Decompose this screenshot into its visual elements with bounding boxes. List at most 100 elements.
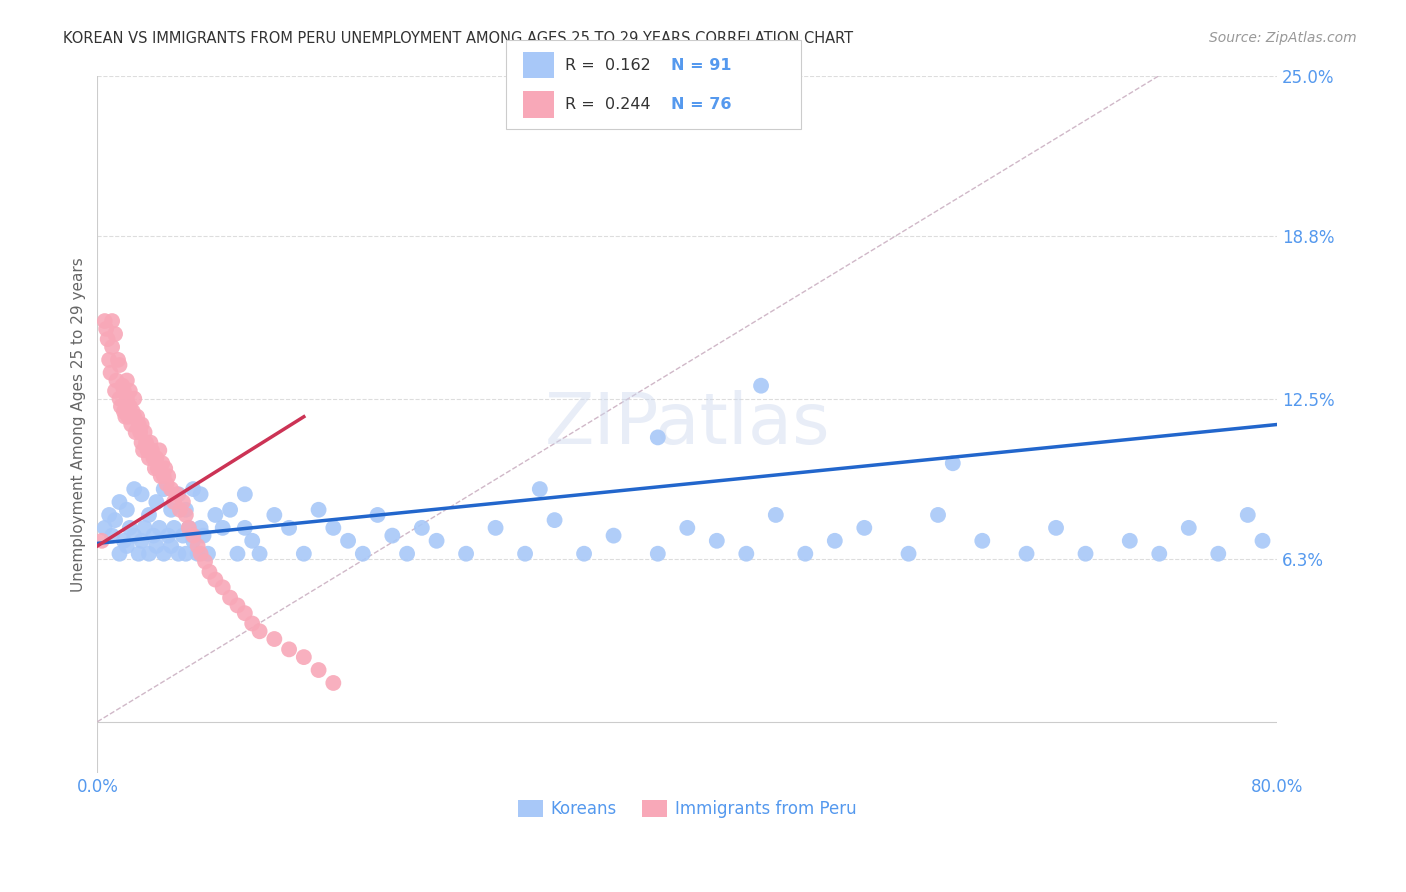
Point (146, 461, 169, 475)
Point (108, 392, 131, 406)
Point (157, 469, 180, 483)
Point (114, 409, 136, 424)
Point (131, 417, 153, 432)
Point (115, 502, 138, 516)
Point (249, 547, 271, 561)
Point (181, 482, 204, 496)
Point (118, 521, 141, 535)
Text: Source: ZipAtlas.com: Source: ZipAtlas.com (1209, 31, 1357, 45)
Point (122, 482, 145, 496)
Point (110, 400, 132, 414)
Text: KOREAN VS IMMIGRANTS FROM PERU UNEMPLOYMENT AMONG AGES 25 TO 29 YEARS CORRELATIO: KOREAN VS IMMIGRANTS FROM PERU UNEMPLOYM… (63, 31, 853, 46)
Text: N = 76: N = 76 (671, 97, 731, 112)
Point (897, 547, 920, 561)
Point (1045, 521, 1067, 535)
Point (174, 508, 197, 522)
Point (174, 502, 197, 516)
Point (278, 642, 301, 657)
Point (187, 539, 209, 553)
Point (219, 591, 242, 605)
Point (125, 425, 148, 440)
Point (112, 404, 135, 418)
Point (927, 508, 949, 522)
Point (122, 392, 145, 406)
Y-axis label: Unemployment Among Ages 25 to 29 years: Unemployment Among Ages 25 to 29 years (72, 257, 86, 592)
Point (93, 521, 115, 535)
Point (240, 533, 263, 548)
Point (105, 374, 128, 388)
Point (233, 606, 256, 620)
Point (101, 314, 124, 328)
Point (163, 521, 186, 535)
Legend: Koreans, Immigrants from Peru: Koreans, Immigrants from Peru (510, 793, 863, 824)
Point (1015, 547, 1038, 561)
Point (602, 528, 624, 542)
Point (122, 409, 145, 424)
Point (97, 332, 120, 346)
Point (177, 521, 200, 535)
Text: N = 91: N = 91 (671, 58, 731, 72)
Point (134, 521, 156, 535)
Point (735, 547, 758, 561)
Point (127, 409, 149, 424)
Point (163, 495, 186, 509)
Point (187, 547, 209, 561)
Point (138, 508, 160, 522)
Point (197, 547, 219, 561)
Point (90, 533, 112, 548)
Point (292, 547, 315, 561)
Point (148, 521, 170, 535)
Point (115, 539, 138, 553)
Point (174, 547, 197, 561)
Point (1236, 508, 1258, 522)
Point (96, 322, 118, 336)
Point (142, 528, 165, 542)
Point (152, 547, 174, 561)
Point (190, 547, 212, 561)
Point (101, 340, 124, 354)
Point (160, 502, 183, 516)
Point (824, 533, 846, 548)
Text: ZIPatlas: ZIPatlas (544, 390, 830, 459)
Text: R =  0.244: R = 0.244 (565, 97, 651, 112)
Point (112, 533, 135, 548)
Point (107, 352, 129, 367)
Point (322, 521, 344, 535)
Point (198, 565, 221, 579)
Point (153, 461, 176, 475)
Point (172, 528, 194, 542)
Point (765, 508, 787, 522)
Point (104, 513, 127, 527)
Point (219, 502, 242, 516)
Point (1251, 533, 1274, 548)
Point (278, 521, 301, 535)
Point (132, 443, 155, 458)
Point (139, 435, 162, 450)
Point (240, 616, 263, 631)
Point (115, 392, 138, 406)
Point (352, 547, 374, 561)
Point (152, 469, 174, 483)
Point (543, 513, 565, 527)
Point (93, 314, 115, 328)
Point (157, 528, 180, 542)
Point (308, 502, 330, 516)
Point (150, 456, 173, 470)
Point (233, 521, 256, 535)
Point (211, 521, 233, 535)
Point (138, 451, 160, 466)
Point (128, 547, 150, 561)
Point (117, 409, 139, 424)
Point (337, 533, 360, 548)
Point (308, 663, 330, 677)
Point (101, 528, 124, 542)
Point (136, 443, 159, 458)
Point (484, 521, 506, 535)
Point (381, 528, 404, 542)
Point (794, 547, 817, 561)
Point (149, 469, 172, 483)
Point (211, 580, 233, 594)
Point (118, 400, 141, 414)
Point (122, 528, 145, 542)
Text: R =  0.162: R = 0.162 (565, 58, 651, 72)
